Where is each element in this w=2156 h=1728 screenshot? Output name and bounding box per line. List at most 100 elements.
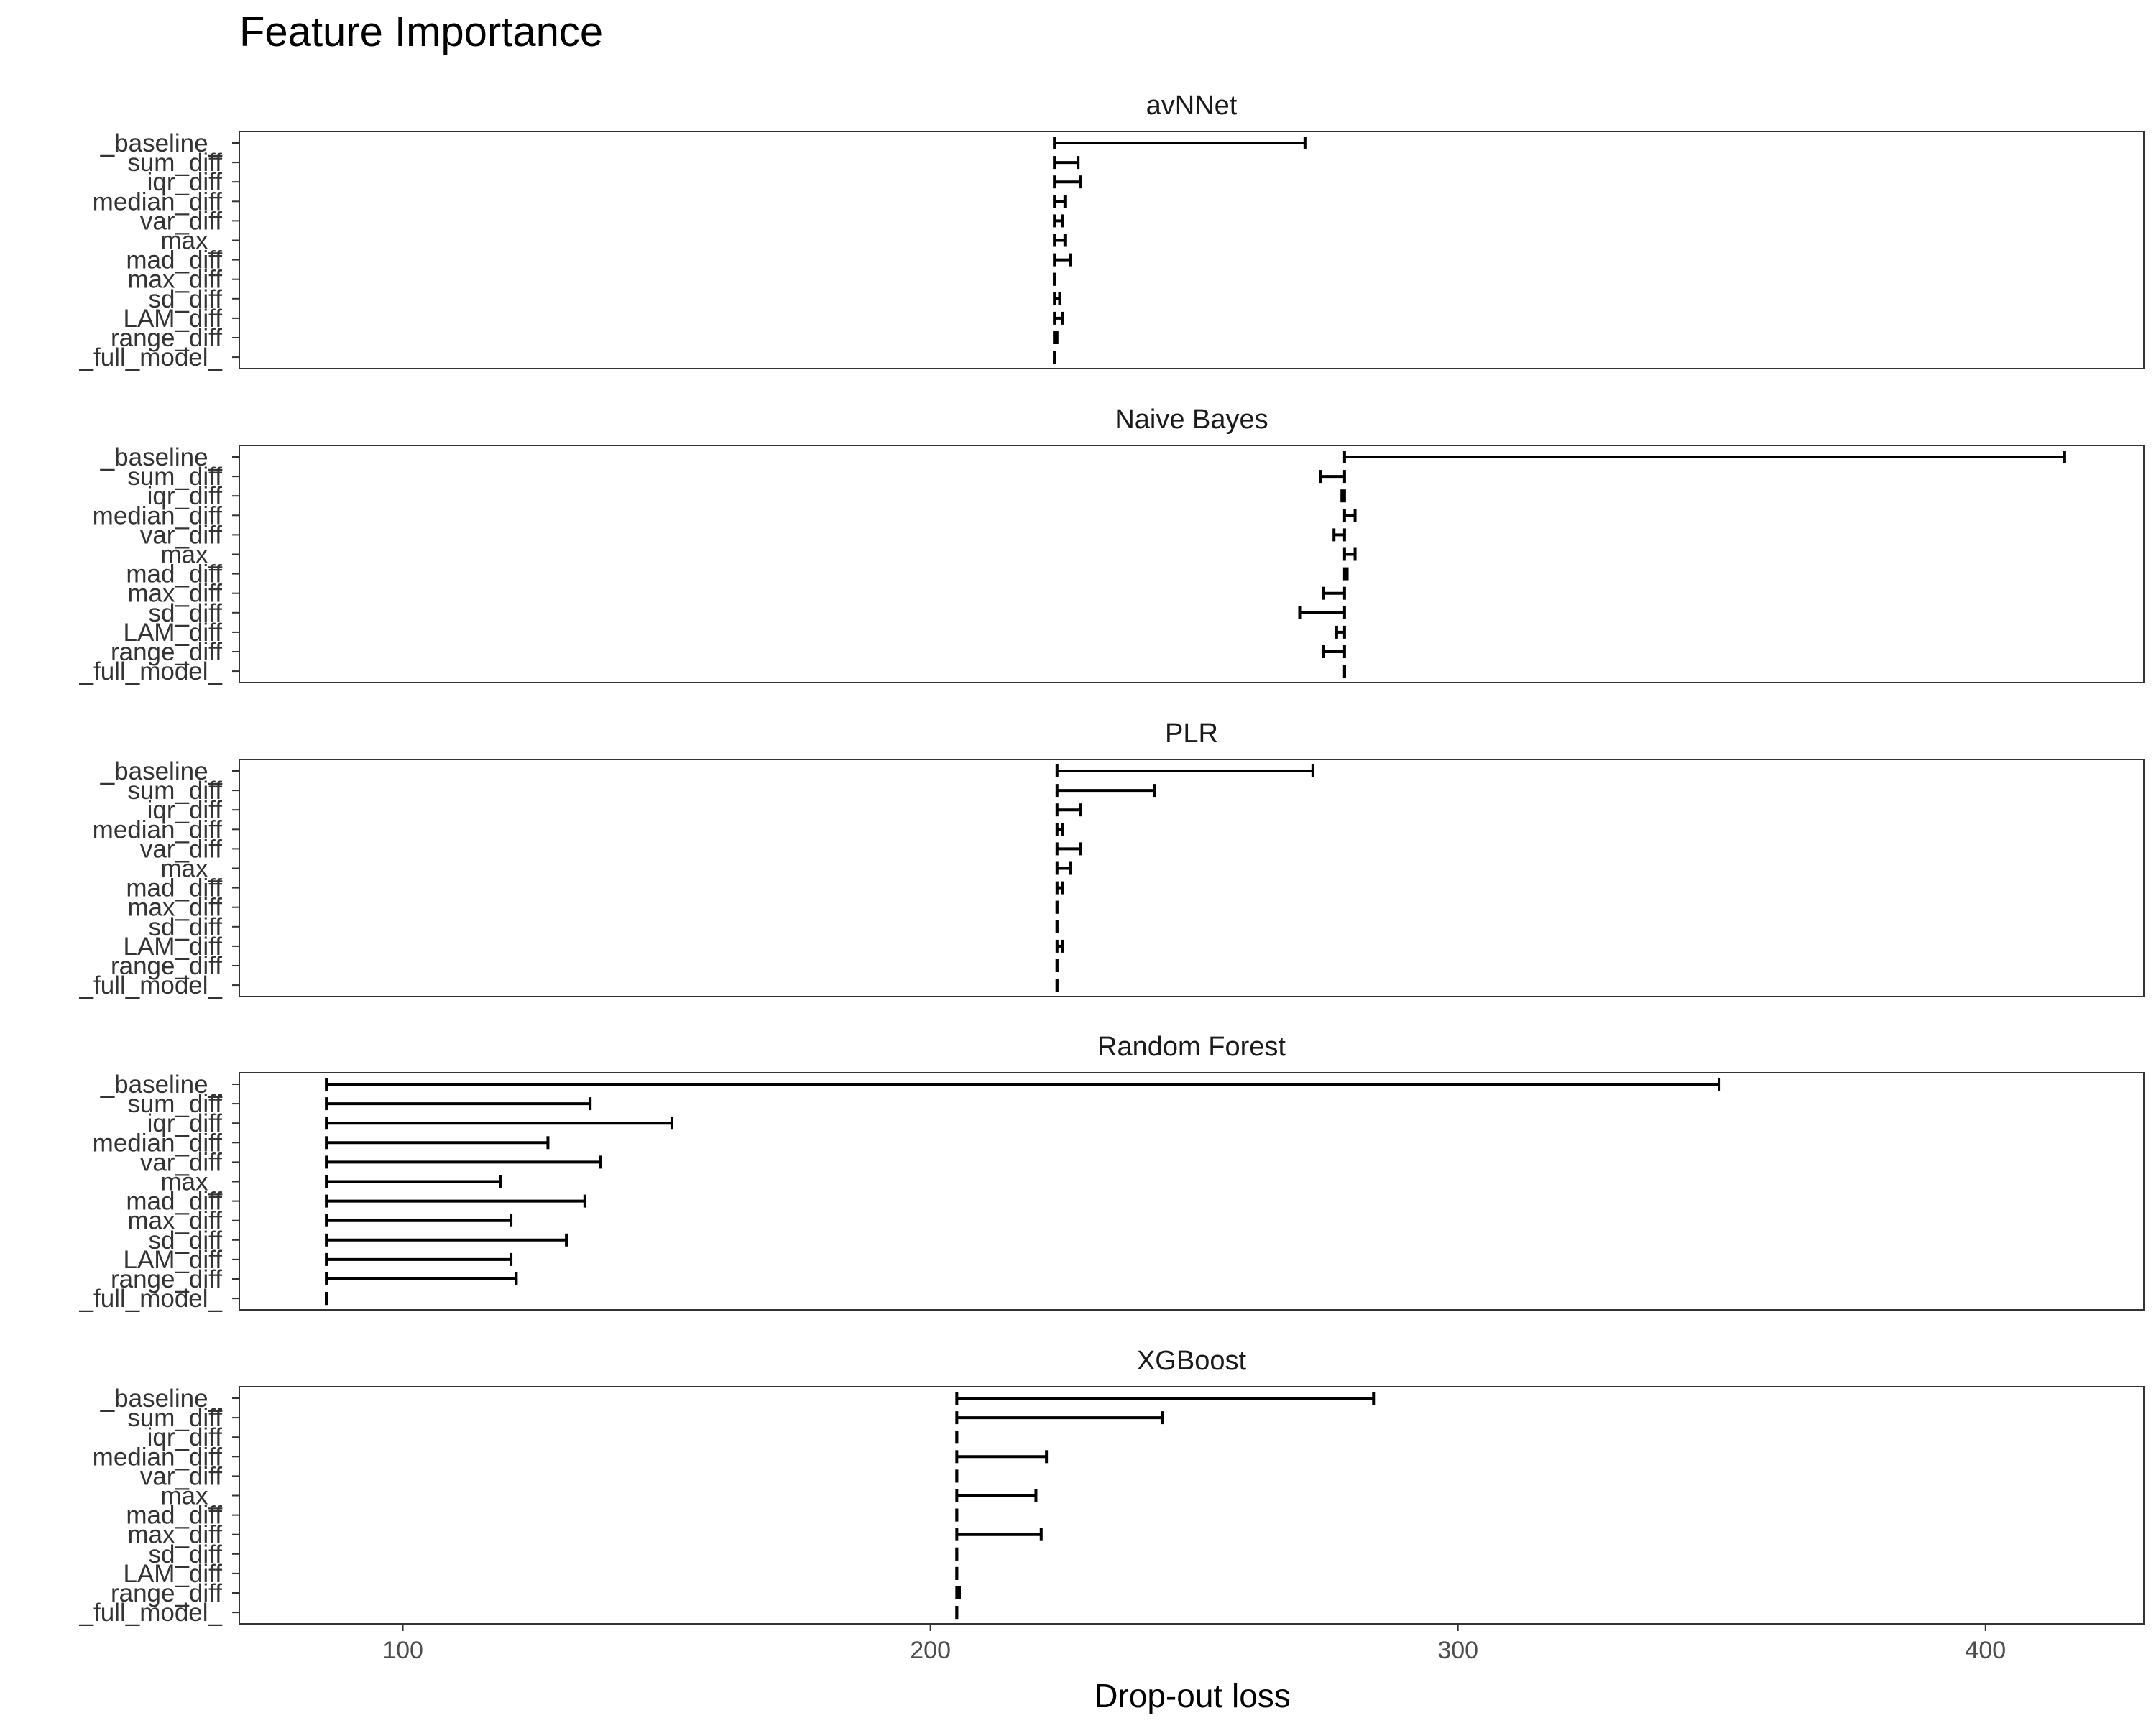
y-tick-label: max_diff [127, 580, 222, 608]
bar [1335, 625, 1346, 639]
bar [1055, 803, 1082, 817]
y-tick-label: sum_diff [127, 777, 222, 805]
bar [1298, 606, 1346, 619]
bar [1053, 137, 1307, 149]
y-tick-label: var_diff [140, 835, 222, 863]
y-tick-label: max_diff [127, 266, 222, 294]
bar [955, 1450, 1049, 1464]
bar [1055, 823, 1064, 836]
y-tick-label: median_diff [93, 1129, 223, 1157]
bar [1055, 861, 1072, 875]
bar [955, 1528, 1043, 1541]
y-tick-label: sd_diff [149, 285, 223, 313]
bar [955, 1489, 1038, 1502]
bar [325, 1136, 550, 1150]
y-tick-label: _baseline_ [100, 1385, 223, 1413]
y-tick-label: max_ [160, 1168, 222, 1196]
y-tick-label: LAM_diff [124, 1560, 223, 1588]
panel-title: avNNet [1146, 91, 1238, 121]
bar [325, 1097, 592, 1111]
bar [325, 1214, 513, 1227]
chart-title: Feature Importance [239, 9, 603, 55]
x-tick-label: 400 [1965, 1637, 2006, 1664]
y-tick-label: sum_diff [127, 1404, 222, 1432]
bar [1055, 842, 1082, 856]
panel-frame [239, 131, 2145, 369]
bar [1055, 764, 1314, 777]
y-tick-label: _baseline_ [100, 129, 223, 157]
y-tick-label: median_diff [93, 502, 223, 530]
y-tick-label: _baseline_ [100, 1071, 223, 1099]
y-tick-label: range_diff [111, 638, 222, 666]
bar [1053, 292, 1061, 305]
bar [1055, 939, 1064, 953]
y-tick-label: mad_diff [126, 1188, 222, 1216]
y-tick-label: _baseline_ [100, 443, 223, 471]
bar [1053, 214, 1064, 228]
y-tick-label: max_ [160, 855, 222, 883]
y-tick-label: var_diff [140, 1148, 222, 1176]
bar [1319, 470, 1346, 484]
y-tick-label: LAM_diff [124, 305, 223, 333]
y-tick-label: range_diff [111, 1579, 222, 1607]
bar [1342, 451, 2066, 463]
bar [1053, 175, 1082, 189]
y-tick-label: max_diff [127, 1521, 222, 1549]
bar [325, 1194, 586, 1208]
y-tick-label: _full_model_ [79, 971, 223, 999]
y-tick-label: sd_diff [149, 913, 223, 941]
y-tick-label: sum_diff [127, 463, 222, 491]
y-tick-label: LAM_diff [124, 619, 223, 647]
panel-frame [239, 1072, 2145, 1311]
bar [1053, 156, 1080, 170]
panel: PLR _baseline_sum_diffiqr_diffmedian_diff… [79, 719, 2145, 999]
y-tick-label: iqr_diff [147, 796, 223, 824]
y-tick-label: range_diff [111, 952, 222, 980]
bar [955, 1392, 1376, 1405]
y-tick-label: median_diff [93, 1443, 223, 1471]
y-tick-label: sum_diff [127, 149, 222, 177]
panel-title: Naive Bayes [1115, 405, 1268, 435]
bar [1342, 509, 1357, 522]
y-tick-label: var_diff [140, 207, 222, 235]
x-tick-label: 300 [1437, 1637, 1478, 1664]
bar [1053, 195, 1067, 208]
y-tick-label: range_diff [111, 1265, 222, 1293]
y-tick-label: sd_diff [149, 599, 223, 627]
y-tick-label: iqr_diff [147, 1423, 223, 1451]
y-tick-label: var_diff [140, 521, 222, 549]
panel-title: XGBoost [1137, 1346, 1247, 1376]
panel: avNNet _baseline_sum_diffiqr_diffmedian_d… [79, 91, 2145, 371]
y-tick-label: LAM_diff [124, 933, 223, 961]
y-tick-label: max_ [160, 541, 222, 569]
panels: avNNet_baseline_sum_diffiqr_diffmedian_d… [79, 91, 2145, 1627]
y-tick-label: iqr_diff [147, 168, 223, 196]
bar [955, 1411, 1164, 1425]
y-tick-label: iqr_diff [147, 1109, 223, 1137]
bar [325, 1272, 518, 1285]
bar [1053, 234, 1067, 247]
x-axis: 100 200 300 400 [382, 1624, 2006, 1664]
bar [325, 1175, 502, 1188]
y-tick-label: mad_diff [126, 246, 222, 274]
y-tick-label: _full_model_ [79, 343, 223, 371]
y-tick-label: _full_model_ [79, 657, 223, 685]
x-axis-label: Drop-out loss [1094, 1677, 1291, 1714]
panel: XGBoost _baseline_sum_diffiqr_diffmedian_… [79, 1346, 2145, 1627]
bar [1342, 567, 1349, 581]
y-tick-label: LAM_diff [124, 1246, 223, 1274]
y-tick-label: _full_model_ [79, 1599, 223, 1627]
panel-frame [239, 1386, 2145, 1625]
bar [1055, 784, 1156, 798]
y-tick-label: median_diff [93, 816, 223, 844]
y-tick-label: sum_diff [127, 1090, 222, 1118]
bar [1053, 331, 1059, 344]
y-tick-label: max_diff [127, 894, 222, 922]
y-tick-label: sd_diff [149, 1226, 223, 1255]
y-tick-label: max_diff [127, 1207, 222, 1235]
bar [955, 1586, 962, 1599]
panel-frame [239, 445, 2145, 683]
bar [1340, 489, 1346, 503]
